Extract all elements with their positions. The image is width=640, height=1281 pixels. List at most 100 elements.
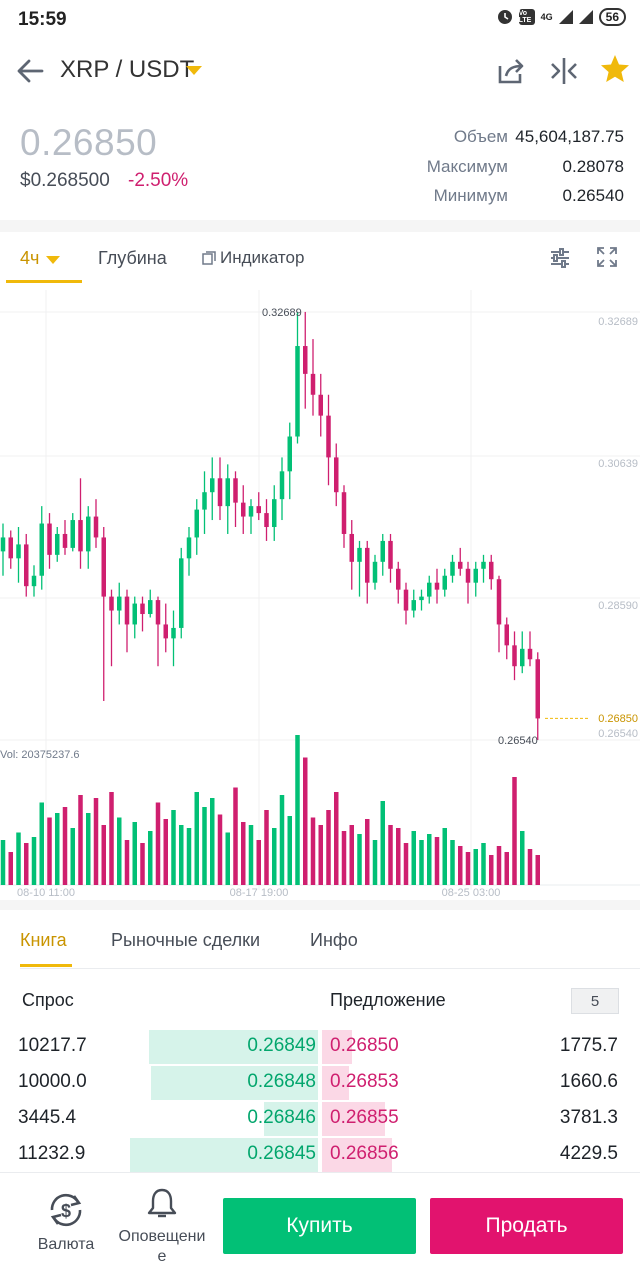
ask-price[interactable]: 0.26850: [330, 1035, 399, 1056]
candle-body: [411, 600, 416, 611]
alerts-button[interactable]: Оповещени е: [114, 1186, 210, 1270]
volume-bar: [434, 837, 440, 885]
candle-body: [171, 627, 176, 639]
volume-bar: [427, 834, 432, 885]
depth-tab[interactable]: Глубина: [98, 248, 167, 268]
candle-body: [434, 582, 440, 590]
tab-info[interactable]: Инфо: [310, 930, 358, 950]
candle-body: [396, 568, 401, 590]
candle-body: [179, 558, 184, 628]
candle-body: [86, 516, 91, 552]
price-axis-label: 0.30639: [598, 458, 638, 470]
last-price: 0.26850: [20, 122, 158, 163]
candle-body: [504, 624, 509, 646]
volume-bar: [411, 831, 416, 885]
volume-bar: [512, 777, 517, 885]
timeframe-dropdown-icon[interactable]: [46, 256, 60, 264]
ask-price[interactable]: 0.26855: [330, 1107, 399, 1128]
currency-button[interactable]: $ Валюта: [30, 1190, 102, 1260]
depth-selector[interactable]: 5: [571, 988, 619, 1014]
volte-icon: Vo LTE: [518, 9, 535, 25]
timeframe-tab[interactable]: 4ч: [20, 248, 40, 268]
volume-bar: [55, 813, 60, 885]
volume-bar: [62, 807, 68, 885]
bid-depth-bar: [150, 1066, 318, 1100]
indicator-tab[interactable]: Индикатор: [220, 248, 305, 267]
volume-bar: [210, 798, 215, 885]
volume-bar: [117, 817, 122, 885]
bid-price[interactable]: 0.26846: [247, 1107, 316, 1128]
volume-bar: [202, 807, 207, 885]
pair-dropdown-icon[interactable]: [186, 66, 202, 75]
volume-bar: [264, 810, 269, 885]
ask-price[interactable]: 0.26856: [330, 1143, 399, 1164]
volume-bar: [535, 855, 540, 885]
candle-body: [31, 575, 37, 587]
ask-depth-bar: [322, 1030, 353, 1064]
volume-bar: [318, 825, 323, 885]
volume-bar: [148, 831, 153, 885]
buy-button[interactable]: Купить: [223, 1198, 416, 1254]
ask-quantity: 1660.6: [559, 1071, 618, 1092]
back-arrow-icon[interactable]: [14, 54, 48, 88]
candle-body: [8, 537, 13, 559]
indicator-icon[interactable]: [202, 251, 216, 265]
tab-order-book[interactable]: Книга: [20, 930, 67, 950]
price-chart[interactable]: 0.32689 0.30639 0.28590 0.26540 0.26850 …: [0, 290, 640, 900]
candle-body: [78, 520, 83, 552]
volume-bar: [155, 802, 161, 885]
candle-body: [109, 596, 114, 611]
volume-bar: [341, 831, 347, 885]
candle-body: [458, 561, 463, 569]
volume-bar: [101, 825, 106, 885]
chart-settings-icon[interactable]: [548, 246, 572, 270]
volume-label: Объем: [453, 127, 508, 146]
candle-body: [279, 471, 285, 500]
volume-bar: [489, 855, 494, 885]
candle-body: [334, 457, 339, 493]
volume-bar: [527, 849, 533, 885]
volume-bar: [16, 832, 21, 885]
volume-bar: [365, 819, 370, 885]
network-type: 4G: [540, 12, 553, 22]
share-icon[interactable]: [496, 54, 526, 88]
fullscreen-icon[interactable]: [596, 246, 618, 268]
bid-price[interactable]: 0.26845: [247, 1143, 316, 1164]
high-value: 0.28078: [562, 157, 624, 176]
bid-price[interactable]: 0.26848: [247, 1071, 316, 1092]
battery-indicator: 56: [598, 8, 626, 26]
candle-body: [70, 520, 75, 548]
ask-depth-bar: [322, 1138, 393, 1172]
candle-body: [380, 540, 385, 562]
candle-body: [39, 523, 44, 576]
volume-bar: [194, 792, 199, 885]
pair-title[interactable]: XRP / USDT: [60, 56, 195, 83]
candle-body: [194, 509, 199, 538]
tab-market-trades[interactable]: Рыночные сделки: [111, 930, 261, 950]
volume-bar: [465, 852, 471, 885]
bid-price[interactable]: 0.26849: [247, 1035, 316, 1056]
sell-button[interactable]: Продать: [430, 1198, 623, 1254]
candle-body: [132, 603, 137, 625]
volume-bar: [109, 792, 114, 885]
volume-bar: [403, 843, 409, 885]
svg-text:$: $: [61, 1201, 71, 1221]
favorite-star-icon[interactable]: [598, 52, 632, 86]
candle-body: [117, 596, 122, 611]
bid-depth-bar: [129, 1138, 318, 1172]
bid-depth-bar: [264, 1102, 318, 1136]
volume-bar: [349, 825, 354, 885]
volume-bar: [473, 849, 478, 885]
candle-body: [341, 492, 347, 534]
high-label: Максимум: [426, 157, 508, 176]
header: XRP / USDT: [0, 40, 640, 104]
alerts-label: Оповещени: [118, 1228, 206, 1245]
alarm-icon: [497, 10, 512, 24]
ask-price[interactable]: 0.26853: [330, 1071, 399, 1092]
compare-icon[interactable]: [548, 54, 580, 88]
time-axis-label: 08-10 11:00: [17, 887, 75, 899]
bid-quantity: 3445.4: [18, 1107, 77, 1128]
status-time: 15:59: [18, 9, 67, 30]
signal-icon-2: [578, 10, 593, 24]
volume-bar: [388, 825, 393, 885]
